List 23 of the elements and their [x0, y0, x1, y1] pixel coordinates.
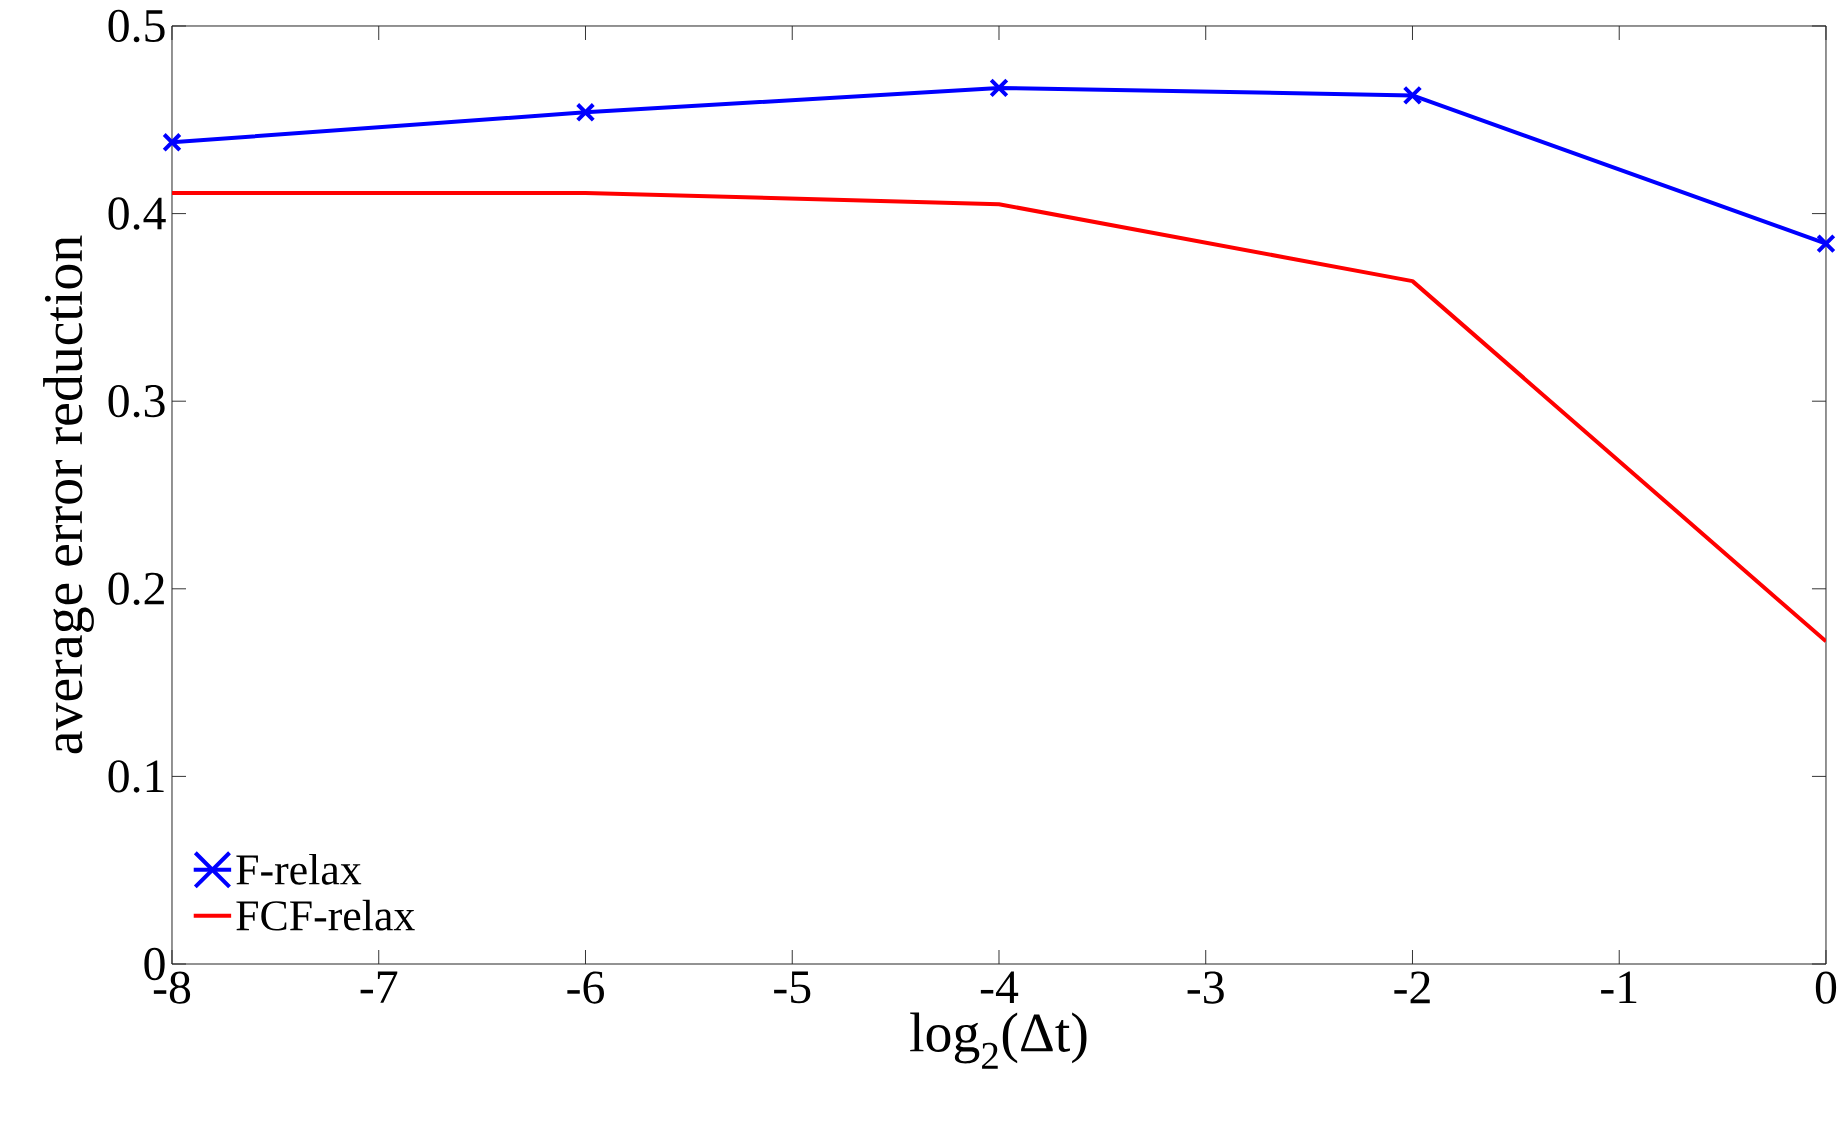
- x-tick-label: -6: [567, 971, 604, 1004]
- y-tick-label: 0.2: [108, 572, 164, 606]
- x-tick-label: -3: [1187, 971, 1224, 1004]
- legend-label: F-relax: [236, 853, 362, 885]
- point: [1402, 85, 1423, 106]
- x-tick-label: -4: [980, 971, 1019, 1003]
- y-tick-label: 0.5: [108, 9, 165, 43]
- y-tick-label: 0.3: [108, 384, 165, 418]
- point: [162, 132, 182, 153]
- line-series: [172, 190, 1826, 644]
- point: [1816, 233, 1836, 254]
- x-tick-label: -2: [1394, 971, 1430, 1004]
- point: [989, 78, 1009, 98]
- y-tick-label: 0.4: [108, 197, 166, 230]
- point: [575, 102, 596, 123]
- x-tick-label: 0: [1815, 971, 1837, 1004]
- y-axis-title: average error reduction: [43, 235, 94, 754]
- legend-label: FCF-relax: [236, 899, 415, 931]
- x-tick-label: -7: [360, 971, 398, 1003]
- y-tick-label: 0.1: [108, 760, 164, 793]
- x-axis-title: log$_{2}$(Δt): [910, 1012, 1087, 1069]
- x-tick-label: -1: [1601, 971, 1637, 1004]
- x-tick-label: -5: [774, 971, 811, 1004]
